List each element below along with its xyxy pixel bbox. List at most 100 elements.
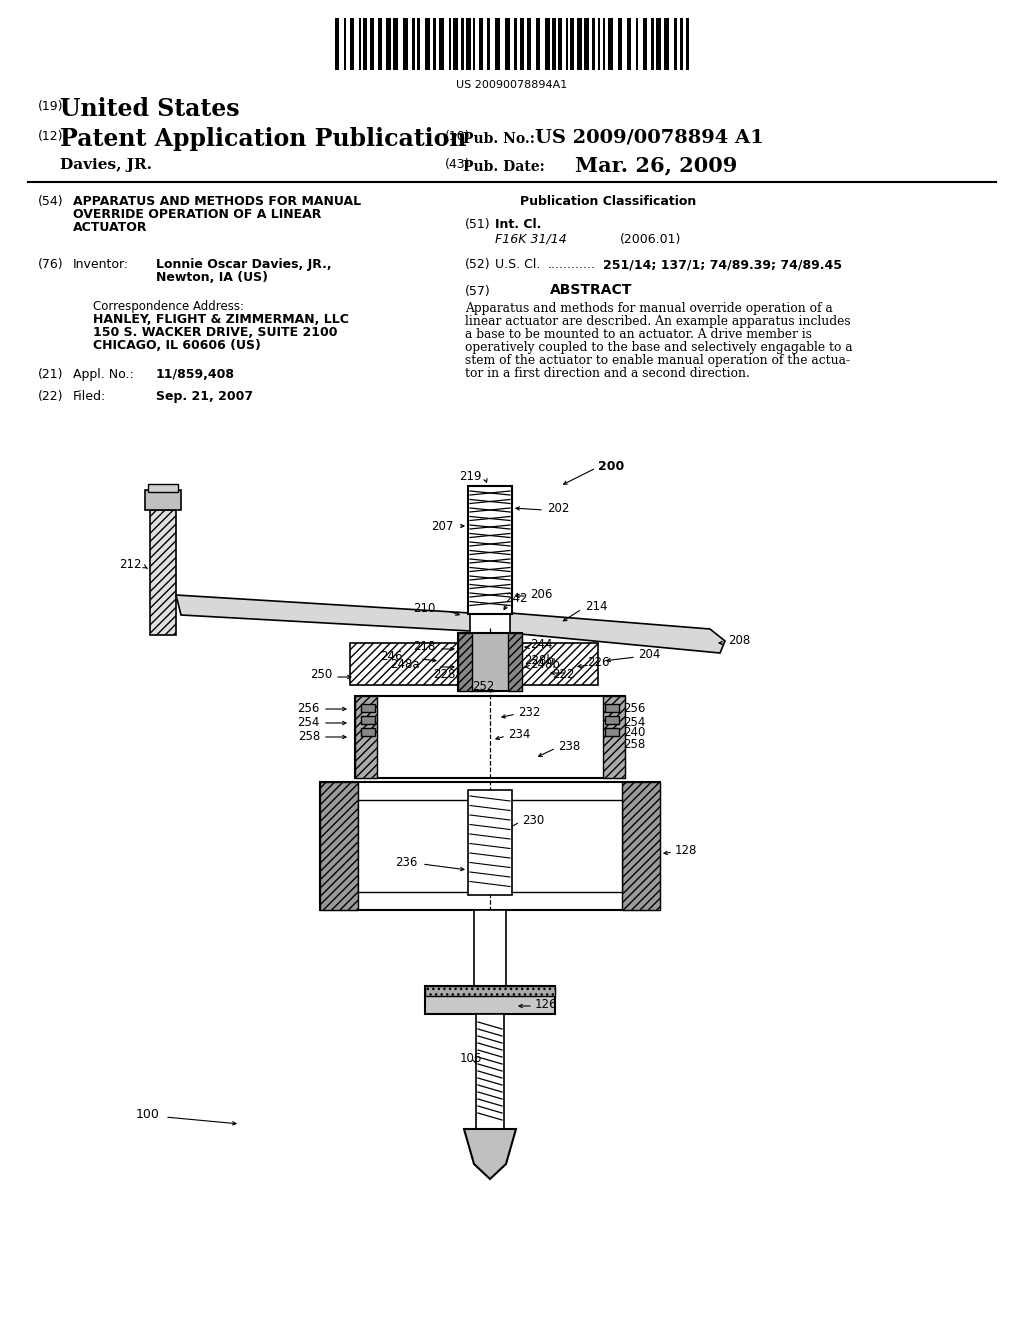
Bar [453,18,458,70]
Text: 218: 218 [414,640,436,653]
Text: CHICAGO, IL 60606 (US): CHICAGO, IL 60606 (US) [93,339,261,352]
Bar [476,1014,504,1129]
Text: ACTUATOR: ACTUATOR [73,220,147,234]
Bar [505,18,510,70]
Bar [558,18,562,70]
Bar [449,18,451,70]
Bar [605,729,618,737]
Bar [466,18,471,70]
Text: 256: 256 [298,701,319,714]
Text: Apparatus and methods for manual override operation of a: Apparatus and methods for manual overrid… [465,302,833,315]
Bar [608,18,613,70]
Text: tor in a first direction and a second direction.: tor in a first direction and a second di… [465,367,750,380]
Text: 248b: 248b [530,659,560,672]
Bar [622,781,660,909]
Bar [592,18,595,70]
Bar [370,18,374,70]
Bar [566,18,568,70]
Text: Pub. Date:: Pub. Date: [463,160,545,174]
Bar [393,18,398,70]
Bar [358,800,622,892]
Bar [319,781,358,909]
Text: 258: 258 [298,730,319,742]
Bar [520,18,524,70]
Text: OVERRIDE OPERATION OF A LINEAR: OVERRIDE OPERATION OF A LINEAR [73,209,322,220]
Bar [350,18,354,70]
Bar [355,696,377,777]
Bar [643,18,647,70]
Text: Appl. No.:: Appl. No.: [73,368,134,381]
Text: 228b: 228b [524,655,554,668]
Text: 202: 202 [547,502,569,515]
Text: (76): (76) [38,257,63,271]
Text: (54): (54) [38,195,63,209]
Bar [577,18,582,70]
Bar [618,18,622,70]
Polygon shape [464,1129,516,1179]
Bar [605,704,618,711]
Text: US 20090078894A1: US 20090078894A1 [457,81,567,90]
Bar [651,18,654,70]
Text: Sep. 21, 2007: Sep. 21, 2007 [156,389,253,403]
Bar [680,18,683,70]
Text: 212: 212 [120,558,142,572]
Text: 100: 100 [136,1107,160,1121]
Text: (10): (10) [445,129,471,143]
Bar [545,18,550,70]
Text: 254: 254 [298,715,319,729]
Bar [514,18,517,70]
Bar [425,986,555,1014]
Text: Pub. No.:: Pub. No.: [463,132,535,147]
Text: 214: 214 [585,601,607,614]
Bar [598,18,600,70]
Bar [458,634,522,690]
Bar [627,18,631,70]
Text: 240: 240 [623,726,645,738]
Text: 210: 210 [413,602,435,615]
Text: 226: 226 [587,656,609,669]
Text: Filed:: Filed: [73,389,106,403]
Bar [479,18,483,70]
Text: (22): (22) [38,389,63,403]
Text: (52): (52) [465,257,490,271]
Text: (51): (51) [465,218,490,231]
Bar [570,18,574,70]
Text: 126: 126 [535,998,557,1011]
Text: 232: 232 [518,705,541,718]
Bar [403,18,408,70]
Text: 230: 230 [522,813,544,826]
Text: 236: 236 [395,855,418,869]
Bar [527,18,531,70]
Text: Publication Classification: Publication Classification [520,195,696,209]
Text: 234: 234 [508,727,530,741]
Bar [378,18,382,70]
Text: 246: 246 [381,651,403,664]
Text: United States: United States [60,96,240,121]
Text: 208: 208 [728,635,751,648]
Bar [361,715,375,723]
Bar [458,634,472,690]
Bar [674,18,677,70]
Text: (21): (21) [38,368,63,381]
Bar [461,18,464,70]
Bar [417,18,420,70]
Text: 106: 106 [460,1052,482,1065]
Text: Inventor:: Inventor: [73,257,129,271]
Bar [355,696,625,777]
Text: 228a: 228a [433,668,463,681]
Text: 254: 254 [623,715,645,729]
Text: (12): (12) [38,129,63,143]
Text: 248a: 248a [390,659,420,672]
Text: (43): (43) [445,158,470,172]
Bar [335,18,339,70]
Bar [656,18,662,70]
Bar [468,789,512,895]
Bar [603,18,605,70]
Bar [361,704,375,711]
Text: Lonnie Oscar Davies, JR.,: Lonnie Oscar Davies, JR., [156,257,332,271]
Text: 219: 219 [460,470,482,483]
Bar [495,18,500,70]
Text: 150 S. WACKER DRIVE, SUITE 2100: 150 S. WACKER DRIVE, SUITE 2100 [93,326,338,339]
Bar [522,643,598,685]
Text: (57): (57) [465,285,490,298]
